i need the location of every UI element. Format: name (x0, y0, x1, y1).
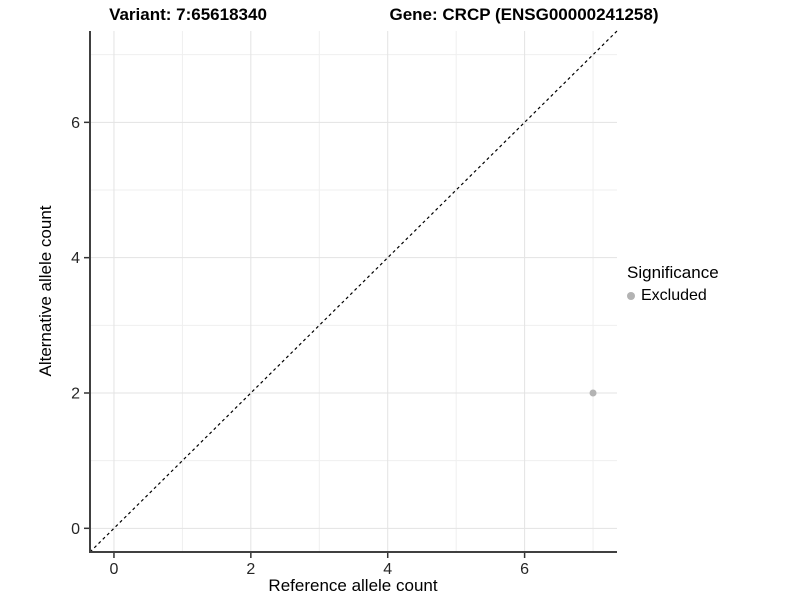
x-tick-label: 4 (383, 561, 392, 578)
x-tick-label: 2 (246, 561, 255, 578)
y-tick-label: 0 (71, 521, 80, 538)
identity-reference-line (89, 30, 618, 553)
legend-title: Significance (627, 263, 719, 282)
plot-title-gene: Gene: CRCP (ENSG00000241258) (389, 5, 659, 24)
legend-entry-excluded: Excluded (627, 286, 719, 305)
y-tick-label: 4 (71, 250, 80, 267)
x-axis-title: Reference allele count (268, 576, 438, 595)
x-tick-label: 0 (110, 561, 119, 578)
y-tick-label: 6 (71, 115, 80, 132)
plot-title-variant: Variant: 7:65618340 (109, 5, 267, 24)
data-point-excluded (589, 389, 597, 397)
legend-entry-label: Excluded (641, 287, 707, 304)
x-tick-label: 6 (520, 561, 529, 578)
legend-key-dot-icon (627, 291, 635, 300)
y-tick-label: 2 (71, 385, 80, 402)
legend: Significance Excluded (627, 263, 719, 305)
y-axis-title: Alternative allele count (36, 205, 55, 377)
